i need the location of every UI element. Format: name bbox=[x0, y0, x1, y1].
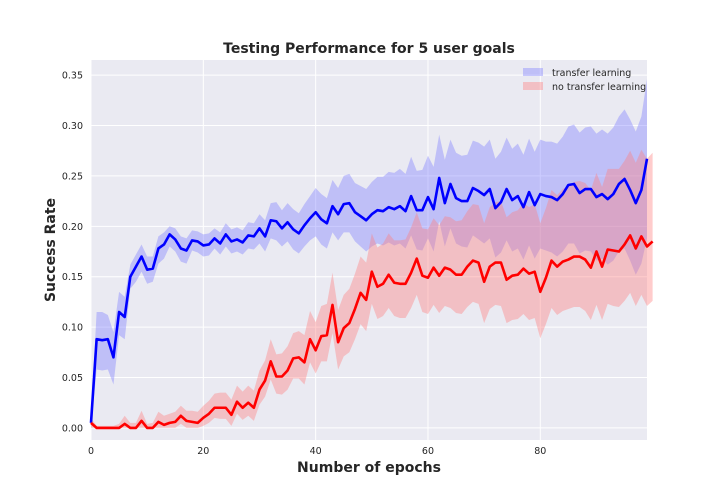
y-axis-label: Success Rate bbox=[43, 198, 59, 302]
y-tick-label: 0.15 bbox=[62, 272, 83, 283]
y-tick-label: 0.05 bbox=[62, 373, 83, 384]
y-tick-label: 0.20 bbox=[62, 222, 83, 233]
x-axis-ticks: 0 20 40 60 80 bbox=[88, 446, 546, 457]
legend-label-transfer-learning: transfer learning bbox=[552, 68, 631, 79]
grid-lines bbox=[90, 60, 647, 440]
y-tick-label: 0.35 bbox=[62, 71, 83, 82]
line-transfer-learning bbox=[89, 158, 649, 423]
legend-swatch-no-transfer-learning bbox=[523, 82, 543, 90]
x-tick-label: 80 bbox=[534, 446, 546, 457]
x-tick-label: 0 bbox=[88, 446, 94, 457]
y-tick-label: 0.00 bbox=[62, 423, 83, 434]
legend-swatch-transfer-learning bbox=[523, 68, 543, 76]
line-no-transfer-learning bbox=[90, 234, 654, 430]
x-tick-label: 60 bbox=[422, 446, 434, 457]
chart-title: Testing Performance for 5 user goals bbox=[223, 41, 515, 57]
x-tick-label: 20 bbox=[197, 446, 209, 457]
y-tick-label: 0.10 bbox=[62, 323, 83, 334]
x-axis-label: Number of epochs bbox=[297, 460, 441, 476]
band-transfer-learning bbox=[91, 79, 647, 428]
series-lines bbox=[89, 158, 654, 430]
y-tick-label: 0.30 bbox=[62, 121, 83, 132]
y-tick-label: 0.25 bbox=[62, 171, 83, 182]
y-axis-ticks: 0.00 0.05 0.10 0.15 0.20 0.25 0.30 0.35 bbox=[62, 71, 83, 435]
legend-label-no-transfer-learning: no transfer learning bbox=[552, 82, 646, 93]
legend: transfer learning no transfer learning bbox=[523, 68, 646, 93]
x-tick-label: 40 bbox=[310, 446, 322, 457]
confidence-bands bbox=[91, 79, 653, 428]
band-no-transfer-learning bbox=[91, 149, 653, 428]
